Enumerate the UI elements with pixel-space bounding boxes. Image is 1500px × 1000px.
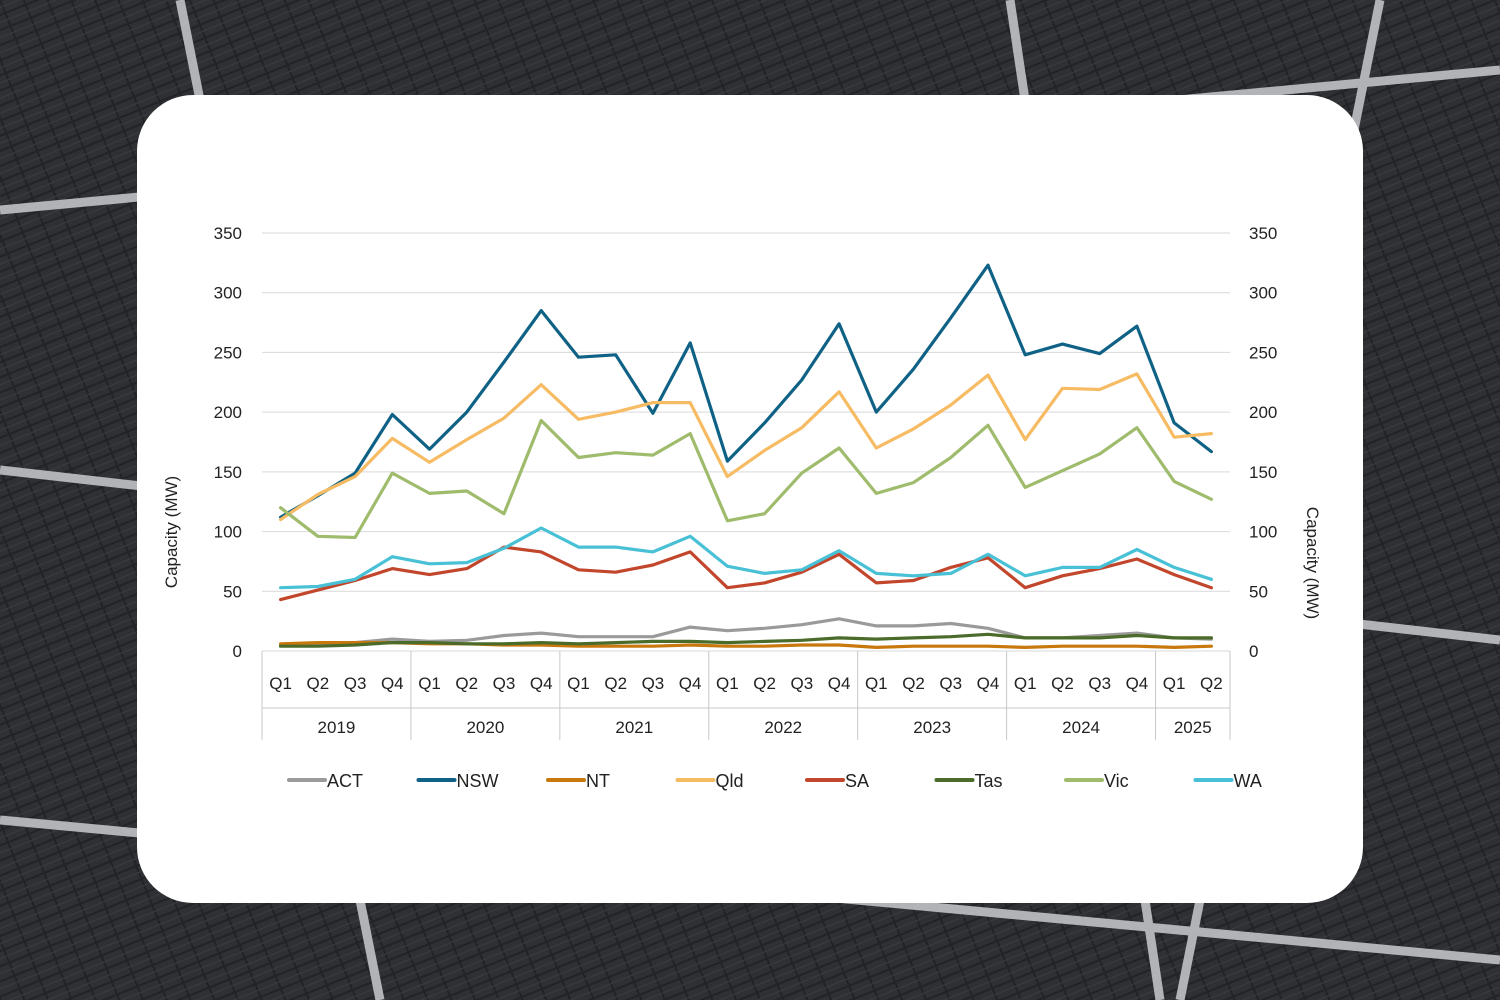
y-tick-label-right: 50: [1249, 582, 1268, 601]
x-tick-label-quarter: Q1: [716, 674, 739, 693]
x-tick-label-year: 2022: [764, 718, 802, 737]
x-tick-label-quarter: Q2: [307, 674, 330, 693]
y-tick-label-left: 0: [233, 642, 242, 661]
x-tick-label-quarter: Q1: [1163, 674, 1186, 693]
y-tick-label-right: 0: [1249, 642, 1258, 661]
x-tick-label-year: 2021: [615, 718, 653, 737]
legend-label-vic: Vic: [1104, 771, 1129, 791]
y-axis-title-left: Capacity (MW): [162, 476, 181, 588]
series-line-tas: [279, 632, 1214, 648]
x-tick-label-quarter: Q1: [865, 674, 888, 693]
series-line-vic: [279, 418, 1214, 540]
series-line-sa: [279, 545, 1214, 602]
x-tick-label-quarter: Q3: [1088, 674, 1111, 693]
legend-label-nsw: NSW: [457, 771, 499, 791]
x-tick-label-quarter: Q3: [791, 674, 814, 693]
y-tick-label-right: 100: [1249, 523, 1277, 542]
x-tick-label-quarter: Q1: [567, 674, 590, 693]
y-tick-label-right: 200: [1249, 403, 1277, 422]
y-tick-label-right: 350: [1249, 224, 1277, 243]
x-tick-label-year: 2020: [466, 718, 504, 737]
x-tick-label-quarter: Q3: [493, 674, 516, 693]
x-tick-label-quarter: Q2: [753, 674, 776, 693]
chart-card: 0 0 50 50 100 100 150 150 200 200 250 250 300 300 350 3…: [137, 95, 1363, 903]
y-tick-label-left: 300: [214, 284, 242, 303]
x-tick-label-quarter: Q2: [1051, 674, 1074, 693]
legend-label-tas: Tas: [975, 771, 1003, 791]
y-tick-label-left: 50: [223, 582, 242, 601]
x-tick-label-quarter: Q1: [418, 674, 441, 693]
x-tick-label-year: 2024: [1062, 718, 1100, 737]
y-tick-label-right: 250: [1249, 343, 1277, 362]
x-tick-label-quarter: Q2: [455, 674, 478, 693]
series-lines: [279, 263, 1214, 650]
y-axis-title-right: Capacity (MW): [1303, 507, 1322, 619]
x-tick-label-quarter: Q1: [269, 674, 292, 693]
axes: 0 0 50 50 100 100 150 150 200 200 250 250 300 300 350 3…: [214, 224, 1277, 740]
x-tick-label-quarter: Q3: [939, 674, 962, 693]
y-tick-label-left: 350: [214, 224, 242, 243]
y-tick-label-left: 250: [214, 343, 242, 362]
legend: ACT NSW NT Qld SA Tas Vic WA: [287, 771, 1262, 791]
legend-label-act: ACT: [327, 771, 363, 791]
x-tick-label-quarter: Q2: [1200, 674, 1223, 693]
x-tick-label-quarter: Q4: [1126, 674, 1149, 693]
legend-label-nt: NT: [586, 771, 610, 791]
x-tick-label-quarter: Q2: [604, 674, 627, 693]
x-tick-label-quarter: Q1: [1014, 674, 1037, 693]
y-tick-label-left: 100: [214, 523, 242, 542]
legend-label-wa: WA: [1234, 771, 1262, 791]
series-line-nsw: [279, 263, 1214, 519]
series-line-wa: [279, 526, 1214, 590]
x-tick-label-quarter: Q4: [530, 674, 553, 693]
x-tick-label-quarter: Q4: [828, 674, 851, 693]
x-tick-label-quarter: Q4: [977, 674, 1000, 693]
x-tick-label-year: 2023: [913, 718, 951, 737]
x-tick-label-quarter: Q3: [344, 674, 367, 693]
x-tick-label-year: 2019: [318, 718, 356, 737]
x-tick-label-year: 2025: [1174, 718, 1212, 737]
legend-label-qld: Qld: [716, 771, 744, 791]
legend-label-sa: SA: [845, 771, 869, 791]
y-tick-label-right: 150: [1249, 463, 1277, 482]
y-tick-label-left: 150: [214, 463, 242, 482]
x-tick-label-quarter: Q4: [679, 674, 702, 693]
series-line-qld: [279, 372, 1214, 522]
x-tick-label-quarter: Q2: [902, 674, 925, 693]
y-tick-label-left: 200: [214, 403, 242, 422]
x-tick-label-quarter: Q3: [642, 674, 665, 693]
line-chart: 0 0 50 50 100 100 150 150 200 200 250 250 300 300 350 3…: [162, 224, 1322, 791]
x-tick-label-quarter: Q4: [381, 674, 404, 693]
y-tick-label-right: 300: [1249, 284, 1277, 303]
gridlines: [262, 232, 1230, 652]
